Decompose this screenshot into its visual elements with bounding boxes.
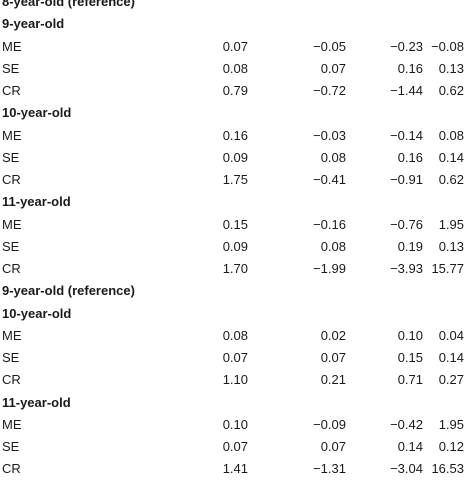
table-row: ME 0.10 −0.09 −0.42 1.95 [0, 414, 474, 436]
subgroup-heading: 10-year-old [2, 305, 72, 321]
value-cell: 0.09 [222, 238, 248, 254]
table-row: ME 0.16 −0.03 −0.14 0.08 [0, 125, 474, 147]
value-cell: 1.41 [222, 461, 248, 477]
row-label: ME [2, 416, 22, 432]
value-cell: 0.14 [438, 149, 464, 165]
table-row: CR 0.79 −0.72 −1.44 0.62 [0, 80, 474, 102]
table-row: CR 1.75 −0.41 −0.91 0.62 [0, 169, 474, 191]
value-cell: −0.03 [313, 127, 346, 143]
row-label: CR [2, 372, 21, 388]
table-row: CR 1.70 −1.99 −3.93 15.77 [0, 258, 474, 280]
subgroup-heading: 11-year-old [2, 194, 71, 210]
value-cell: 0.19 [397, 238, 423, 254]
value-cell: −1.99 [313, 261, 346, 276]
value-cell: 0.13 [438, 60, 464, 76]
value-cell: −0.72 [313, 83, 346, 98]
row-label: ME [2, 127, 22, 143]
group-heading: 8-year-old (reference) [2, 0, 135, 9]
value-cell: 0.15 [397, 350, 423, 365]
value-cell: −0.91 [390, 172, 423, 187]
value-cell: −0.16 [313, 216, 346, 232]
value-cell: 0.71 [397, 372, 423, 388]
row-label: SE [2, 149, 20, 165]
table-row: ME 0.07 −0.05 −0.23 −0.08 [0, 36, 474, 58]
value-cell: 0.09 [222, 149, 248, 165]
row-label: SE [2, 60, 20, 76]
value-cell: 0.08 [320, 238, 346, 254]
table-row: ME 0.08 0.02 0.10 0.04 [0, 325, 474, 347]
row-label: CR [2, 461, 21, 477]
value-cell: −3.04 [390, 461, 423, 477]
value-cell: −0.14 [390, 127, 423, 143]
value-cell: 0.16 [397, 149, 423, 165]
value-cell: 0.21 [320, 372, 346, 388]
value-cell: 0.14 [438, 350, 464, 365]
row-label: ME [2, 38, 22, 54]
value-cell: 0.08 [222, 60, 248, 76]
value-cell: 0.07 [222, 38, 248, 54]
value-cell: 0.08 [222, 327, 248, 343]
value-cell: −1.44 [390, 83, 423, 98]
value-cell: −0.76 [390, 216, 423, 232]
value-cell: 0.10 [397, 327, 423, 343]
value-cell: 1.70 [222, 261, 248, 276]
row-label: ME [2, 327, 22, 343]
value-cell: 0.08 [320, 149, 346, 165]
value-cell: 0.07 [320, 60, 346, 76]
value-cell: 1.75 [222, 172, 248, 187]
value-cell: 1.95 [438, 416, 464, 432]
table-row: SE 0.07 0.07 0.15 0.14 [0, 347, 474, 369]
table-row: CR 1.10 0.21 0.71 0.27 [0, 369, 474, 391]
row-label: ME [2, 216, 22, 232]
value-cell: 0.04 [438, 327, 464, 343]
row-label: CR [2, 261, 21, 276]
value-cell: −0.23 [390, 38, 423, 54]
value-cell: −0.05 [313, 38, 346, 54]
value-cell: 0.13 [438, 238, 464, 254]
row-label: SE [2, 439, 20, 454]
row-label: SE [2, 350, 20, 365]
value-cell: 0.07 [320, 350, 346, 365]
value-cell: 0.16 [222, 127, 248, 143]
value-cell: 0.62 [438, 172, 464, 187]
subgroup-heading: 11-year-old [2, 394, 71, 410]
row-label: SE [2, 238, 20, 254]
value-cell: 1.10 [222, 372, 248, 388]
value-cell: 0.07 [222, 439, 248, 454]
value-cell: 0.15 [222, 216, 248, 232]
value-cell: 0.07 [222, 350, 248, 365]
value-cell: 0.16 [397, 60, 423, 76]
table-row: SE 0.09 0.08 0.19 0.13 [0, 236, 474, 258]
value-cell: 0.62 [438, 83, 464, 98]
value-cell: 0.12 [438, 439, 464, 454]
row-label: CR [2, 172, 21, 187]
table-row: SE 0.09 0.08 0.16 0.14 [0, 147, 474, 169]
value-cell: −0.08 [431, 38, 464, 54]
subgroup-heading: 10-year-old [2, 105, 72, 121]
value-cell: 0.27 [438, 372, 464, 388]
table-row: SE 0.08 0.07 0.16 0.13 [0, 58, 474, 80]
subgroup-heading: 9-year-old [2, 16, 65, 32]
table-row: SE 0.07 0.07 0.14 0.12 [0, 436, 474, 458]
value-cell: 0.79 [222, 83, 248, 98]
value-cell: 0.07 [320, 439, 346, 454]
value-cell: −0.09 [313, 416, 346, 432]
value-cell: −0.42 [390, 416, 423, 432]
value-cell: −1.31 [313, 461, 346, 477]
value-cell: 1.95 [438, 216, 464, 232]
table-row: ME 0.15 −0.16 −0.76 1.95 [0, 214, 474, 236]
table-row: CR 1.41 −1.31 −3.04 16.53 [0, 458, 474, 480]
value-cell: −0.41 [313, 172, 346, 187]
value-cell: 0.10 [222, 416, 248, 432]
value-cell: −3.93 [390, 261, 423, 276]
row-label: CR [2, 83, 21, 98]
value-cell: 16.53 [431, 461, 464, 477]
value-cell: 0.08 [438, 127, 464, 143]
value-cell: 15.77 [431, 261, 464, 276]
value-cell: 0.14 [397, 439, 423, 454]
group-heading: 9-year-old (reference) [2, 283, 135, 299]
value-cell: 0.02 [320, 327, 346, 343]
